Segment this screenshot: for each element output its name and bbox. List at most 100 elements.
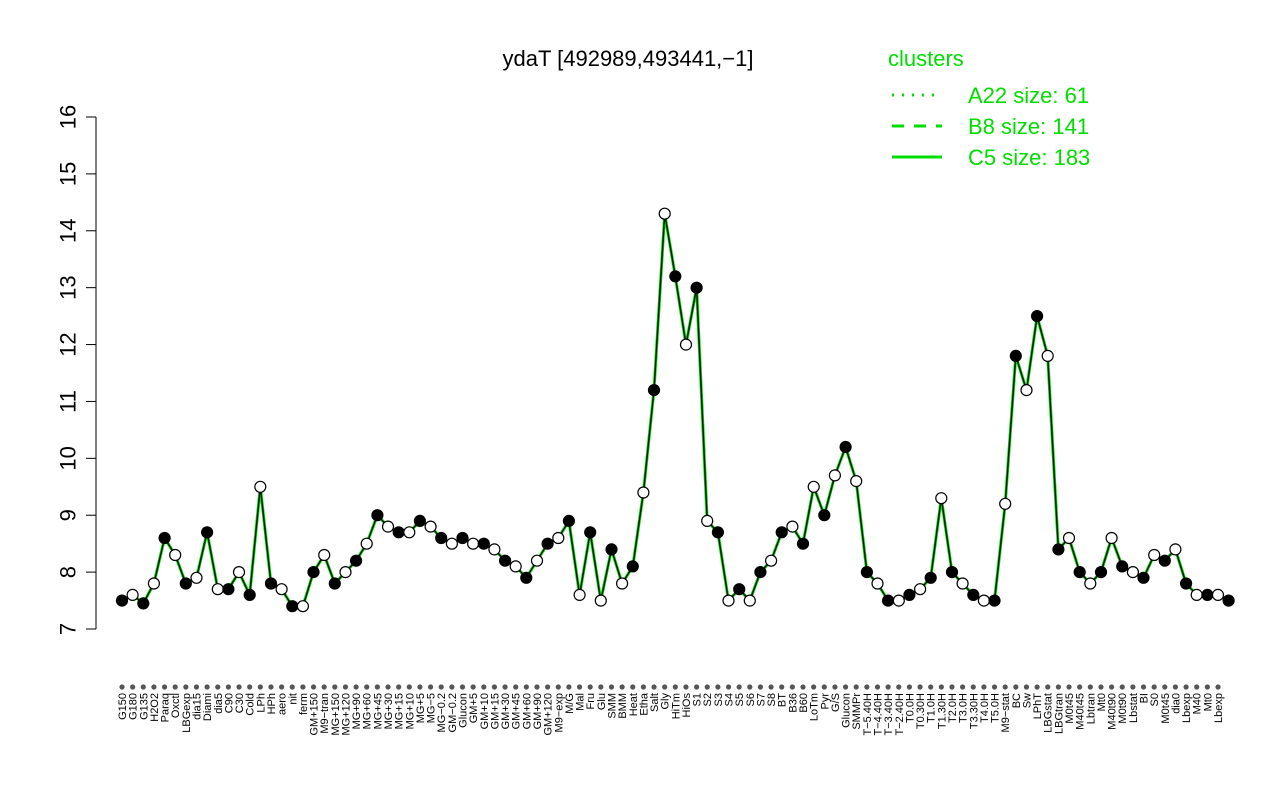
x-tick-mark — [172, 684, 178, 690]
data-point — [222, 583, 235, 596]
x-tick-mark — [321, 684, 327, 690]
x-tick-mark — [874, 684, 881, 690]
x-tick-mark — [342, 684, 349, 690]
data-point — [1041, 349, 1054, 362]
data-point — [137, 597, 150, 610]
data-point — [871, 577, 884, 590]
x-tick-mark — [1023, 684, 1030, 690]
data-point — [658, 207, 671, 220]
x-tick-mark — [534, 684, 540, 690]
data-point — [605, 543, 618, 556]
y-tick-label: 7 — [56, 623, 81, 635]
x-tick-mark — [279, 684, 285, 690]
x-tick-label: T−3.40H — [883, 693, 895, 736]
x-tick-label: T−4.40H — [872, 693, 884, 736]
data-point — [232, 565, 246, 579]
x-tick-label: Salt — [649, 693, 661, 712]
data-point — [530, 554, 544, 567]
y-tick-label: 16 — [56, 105, 81, 129]
x-tick-label: MG+5 — [415, 693, 427, 723]
data-point — [1062, 531, 1076, 545]
x-tick-label: Oxctl — [170, 693, 182, 718]
data-point — [1052, 543, 1065, 556]
x-tick-label: Sw — [1021, 693, 1033, 708]
data-point — [201, 526, 214, 539]
x-tick-mark — [417, 684, 423, 690]
x-tick-label: S1 — [692, 693, 704, 706]
x-tick-mark — [1055, 684, 1061, 690]
x-tick-mark — [747, 684, 753, 690]
data-point — [1179, 577, 1193, 590]
x-tick-mark — [257, 684, 263, 690]
x-tick-label: M40 — [1192, 693, 1204, 714]
data-point — [286, 600, 299, 613]
data-point — [350, 554, 363, 567]
data-point — [307, 565, 320, 579]
x-tick-mark — [630, 684, 636, 690]
x-tick-label: MG−5 — [426, 693, 438, 723]
x-tick-mark — [1077, 684, 1083, 690]
x-tick-mark — [310, 684, 317, 690]
data-point — [169, 548, 182, 562]
data-point — [467, 537, 480, 550]
x-tick-label: Pyr — [819, 693, 831, 710]
x-tick-mark — [438, 684, 444, 690]
legend-title: clusters — [888, 46, 964, 71]
x-tick-mark — [885, 684, 891, 690]
data-point — [679, 338, 693, 351]
x-tick-label: S3 — [713, 693, 725, 706]
x-tick-label: Lbexp — [1213, 693, 1225, 723]
x-tick-label: Lbtran — [1085, 693, 1097, 724]
x-tick-label: Lbexp — [1181, 693, 1193, 723]
y-tick-label: 10 — [56, 446, 81, 470]
legend: clusters A22 size: 61 B8 size: 141 C5 si… — [888, 46, 1090, 170]
x-tick-label: GM+150 — [309, 693, 321, 736]
data-point — [126, 588, 139, 602]
data-point — [413, 514, 426, 528]
x-tick-mark — [427, 684, 434, 690]
x-tick-mark — [672, 684, 678, 690]
x-tick-label: HiOs — [681, 693, 693, 718]
x-tick-mark — [811, 684, 817, 690]
x-tick-label: M0t45 — [1064, 693, 1076, 724]
y-tick-label: 14 — [56, 219, 81, 243]
data-point — [935, 492, 948, 505]
y-tick-label: 13 — [56, 275, 81, 299]
x-tick-mark — [1194, 684, 1200, 690]
x-tick-mark — [353, 684, 359, 690]
x-tick-label: MG+10 — [404, 693, 416, 729]
data-point — [1020, 384, 1033, 397]
x-tick-label: S6 — [745, 693, 757, 706]
x-tick-mark — [1013, 684, 1019, 690]
x-tick-mark — [523, 684, 529, 690]
x-tick-mark — [374, 684, 380, 690]
x-tick-mark — [896, 684, 902, 690]
data-point — [328, 577, 341, 590]
data-point — [158, 531, 171, 545]
data-point — [701, 514, 714, 528]
x-tick-mark — [640, 684, 646, 690]
x-tick-label: MG+150 — [330, 693, 342, 736]
x-tick-mark — [991, 684, 998, 690]
data-point — [552, 531, 565, 545]
data-point — [967, 588, 980, 602]
data-point — [690, 281, 703, 294]
x-tick-mark — [289, 684, 295, 690]
x-tick-label: GM+120 — [543, 693, 555, 736]
x-tick-label: SMM — [606, 693, 618, 719]
data-point — [573, 588, 586, 602]
data-point — [584, 526, 597, 539]
data-point — [296, 600, 309, 613]
x-tick-mark — [598, 684, 604, 690]
x-tick-mark — [225, 684, 232, 690]
data-point — [892, 594, 905, 607]
x-tick-mark — [183, 684, 189, 690]
data-point — [764, 554, 778, 567]
data-point — [711, 526, 725, 539]
x-tick-label: M9−tran — [319, 693, 331, 734]
x-tick-label: B60 — [798, 693, 810, 713]
x-tick-label: Etha — [638, 692, 650, 716]
x-tick-label: S8 — [766, 693, 778, 706]
data-point — [850, 475, 863, 488]
